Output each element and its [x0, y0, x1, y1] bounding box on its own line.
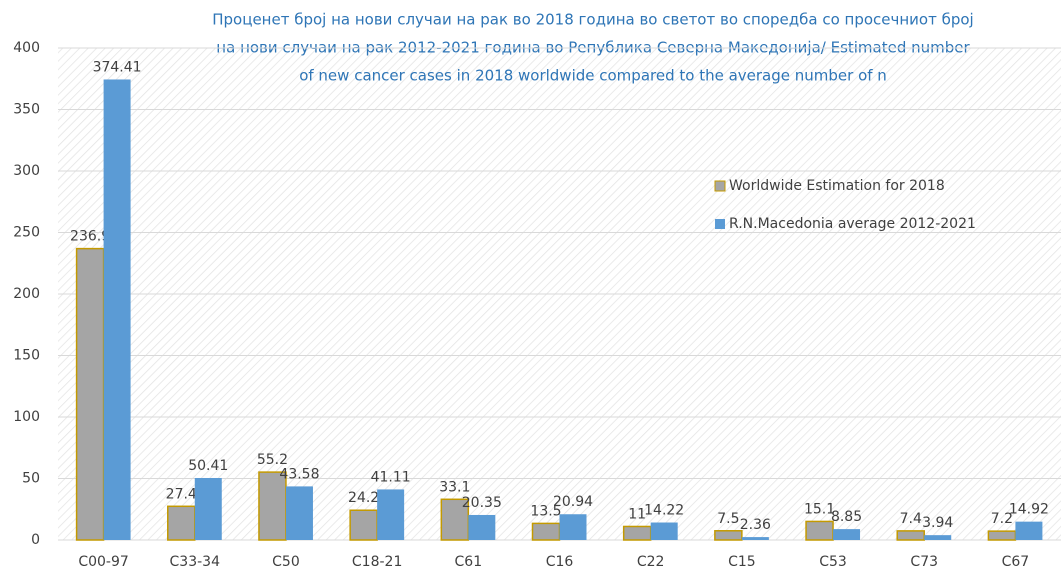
- x-tick-label: C18-21: [352, 554, 402, 570]
- chart-title: Проценет број на нови случаи на рак во 2…: [212, 11, 973, 29]
- bar: [75, 247, 105, 541]
- bar: [349, 509, 378, 541]
- y-tick-label: 200: [13, 286, 40, 302]
- bar: [258, 471, 287, 541]
- bar: [924, 535, 952, 540]
- x-tick-label: C67: [1002, 554, 1030, 570]
- x-tick-label: C00-97: [78, 554, 128, 570]
- bar: [194, 477, 222, 540]
- data-label: 14.22: [644, 503, 684, 519]
- legend-swatch: [714, 180, 726, 192]
- bar: [1015, 521, 1043, 540]
- x-tick-label: C15: [728, 554, 756, 570]
- y-tick-label: 150: [13, 348, 40, 364]
- bar: [650, 522, 678, 540]
- legend-swatch: [715, 219, 725, 229]
- data-label: 15.1: [804, 501, 835, 517]
- x-tick-label: C73: [910, 554, 938, 570]
- data-label: 7.4: [900, 511, 922, 527]
- data-label: 24.2: [348, 490, 379, 506]
- data-label: 33.1: [439, 479, 470, 495]
- data-label: 2.36: [740, 517, 771, 533]
- bar: [896, 530, 925, 541]
- bar: [805, 520, 834, 541]
- bar: [741, 537, 769, 540]
- bar: [714, 530, 743, 541]
- data-label: 27.4: [166, 486, 197, 502]
- data-label: 20.35: [462, 495, 502, 511]
- bar: [285, 486, 313, 540]
- data-label: 13.5: [530, 503, 561, 519]
- chart-title: of new cancer cases in 2018 worldwide co…: [299, 67, 887, 85]
- data-label: 55.2: [257, 452, 288, 468]
- x-tick-label: C33-34: [170, 554, 221, 570]
- legend-label: Worldwide Estimation for 2018: [729, 178, 945, 194]
- x-tick-label: C16: [546, 554, 574, 570]
- y-tick-label: 50: [22, 471, 40, 487]
- x-tick-label: C50: [272, 554, 300, 570]
- y-tick-label: 350: [13, 102, 40, 118]
- x-tick-label: C53: [819, 554, 847, 570]
- bar: [622, 525, 652, 541]
- data-label: 8.85: [831, 509, 862, 525]
- bar: [103, 79, 131, 540]
- data-label: 41.11: [371, 469, 411, 485]
- data-label: 236.9: [70, 229, 110, 245]
- y-tick-label: 0: [31, 532, 40, 548]
- y-tick-label: 400: [13, 40, 40, 56]
- bar: [377, 489, 405, 540]
- bar: [833, 529, 861, 540]
- y-tick-label: 100: [13, 409, 40, 425]
- data-label: 3.94: [922, 515, 953, 531]
- data-label: 7.5: [717, 511, 739, 527]
- bar: [531, 522, 561, 541]
- data-label: 14.92: [1009, 502, 1049, 518]
- legend-label: R.N.Macedonia average 2012-2021: [729, 216, 976, 232]
- x-tick-label: C22: [637, 554, 665, 570]
- bar: [559, 514, 587, 540]
- bar: [167, 505, 196, 541]
- data-label: 20.94: [553, 494, 593, 510]
- data-label: 7.2: [991, 511, 1013, 527]
- bar: [468, 514, 496, 540]
- x-tick-label: C61: [455, 554, 483, 570]
- data-label: 43.58: [279, 466, 319, 482]
- data-label: 374.41: [93, 59, 142, 75]
- data-label: 11: [628, 506, 646, 522]
- data-label: 50.41: [188, 458, 228, 474]
- y-tick-label: 250: [13, 225, 40, 241]
- y-tick-label: 300: [13, 163, 40, 179]
- bar: [987, 530, 1017, 541]
